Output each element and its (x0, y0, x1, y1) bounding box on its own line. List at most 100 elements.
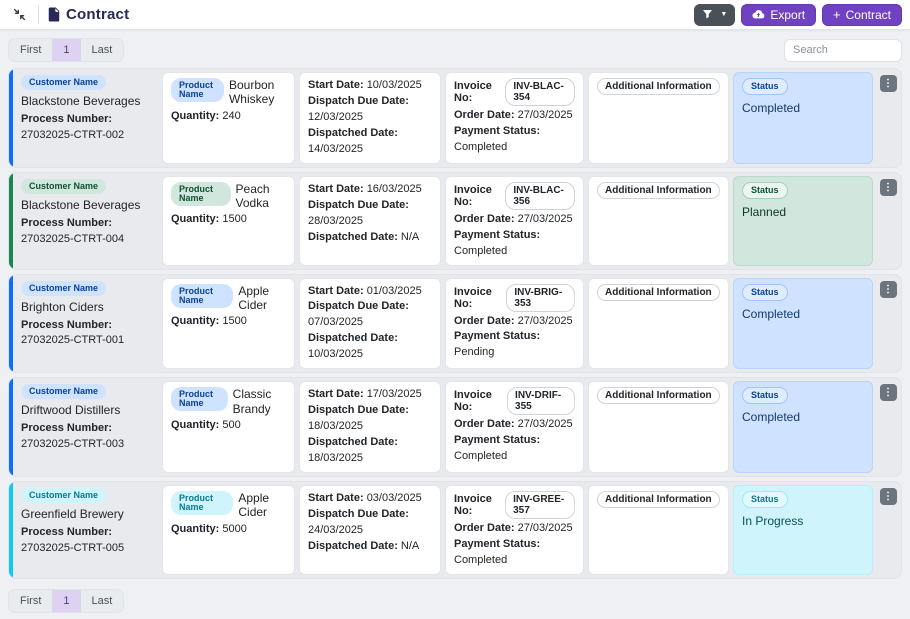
contract-row: Customer Name Blackstone Beverages Proce… (8, 68, 902, 168)
contract-row: Customer Name Driftwood Distillers Proce… (8, 377, 902, 477)
payment-status-label: Payment Status: (454, 537, 541, 550)
quantity-line: Quantity: 5000 (171, 522, 286, 538)
additional-info-card: Additional Information (588, 277, 729, 370)
contract-row: Customer Name Brighton Ciders Process Nu… (8, 273, 902, 374)
pagination-first-button[interactable]: First (9, 590, 52, 612)
product-card: Product Name Peach Vodka Quantity: 1500 (162, 175, 295, 266)
invoice-number-pill: INV-BRIG-353 (506, 283, 575, 312)
quantity-label: Quantity: (171, 109, 220, 122)
product-name: Apple Cider (238, 283, 270, 312)
product-name-badge: Product Name (171, 283, 234, 308)
additional-info-badge: Additional Information (597, 181, 720, 199)
row-menu-button[interactable]: ⋮ (879, 280, 897, 298)
collapse-sidebar-button[interactable] (8, 4, 30, 26)
customer-section: Customer Name Blackstone Beverages Proce… (13, 173, 160, 269)
additional-info-badge: Additional Information (597, 387, 720, 405)
search-input[interactable] (784, 38, 902, 62)
payment-status-label: Payment Status: (454, 124, 541, 137)
process-number-value: 27032025-CTRT-003 (21, 438, 125, 451)
dispatched-date-value: 18/03/2025 (308, 451, 364, 464)
process-number-label: Process Number: (21, 318, 113, 331)
dates-card: Start Date: 10/03/2025 Dispatch Due Date… (299, 72, 441, 164)
start-date-value: 03/03/2025 (366, 491, 422, 504)
kebab-icon: ⋮ (883, 283, 893, 295)
quantity-line: Quantity: 240 (171, 109, 286, 125)
status-card: Status Planned (733, 175, 873, 266)
invoice-card: Invoice No: INV-BRIG-353 Order Date: 27/… (445, 277, 584, 370)
row-menu-button[interactable]: ⋮ (879, 178, 897, 196)
order-date-value: 27/03/2025 (517, 109, 573, 121)
contract-list: Customer Name Blackstone Beverages Proce… (0, 68, 910, 579)
export-button[interactable]: Export (741, 3, 817, 26)
quantity-label: Quantity: (171, 315, 220, 328)
status-badge: Status (742, 387, 788, 405)
row-menu-button[interactable]: ⋮ (879, 487, 897, 505)
additional-info-badge: Additional Information (597, 490, 720, 508)
start-date-value: 17/03/2025 (366, 388, 422, 401)
dispatched-date-label: Dispatched Date: (308, 230, 398, 243)
caret-down-icon: ▼ (720, 11, 728, 18)
invoice-number-pill: INV-BLAC-354 (505, 78, 575, 106)
plus-icon: + (833, 7, 841, 22)
payment-status-value: Completed (454, 140, 508, 153)
customer-section: Customer Name Blackstone Beverages Proce… (13, 69, 160, 167)
customer-name: Brighton Ciders (21, 299, 104, 314)
process-number-value: 27032025-CTRT-002 (21, 128, 125, 141)
add-contract-button[interactable]: + Contract (822, 3, 902, 26)
start-date-value: 16/03/2025 (366, 182, 422, 195)
pagination-last-button[interactable]: Last (81, 590, 124, 612)
additional-info-card: Additional Information (588, 175, 729, 266)
row-menu-button[interactable]: ⋮ (879, 75, 897, 92)
dispatched-date-value: N/A (400, 230, 420, 243)
product-name: Peach Vodka (235, 181, 270, 211)
invoice-number-pill: INV-BLAC-356 (505, 181, 575, 210)
contract-document-icon (47, 7, 61, 22)
filter-dropdown-button[interactable]: ▼ (694, 3, 736, 26)
page-title: Contract (66, 6, 130, 23)
pagination-last-button[interactable]: Last (81, 39, 124, 61)
product-card: Product Name Classic Brandy Quantity: 50… (162, 381, 295, 473)
status-value: Planned (742, 204, 787, 219)
dispatch-due-date-value: 24/03/2025 (308, 523, 364, 536)
status-card: Status Completed (733, 277, 873, 370)
kebab-icon: ⋮ (883, 490, 893, 502)
quantity-line: Quantity: 500 (171, 418, 286, 434)
process-number-label: Process Number: (21, 113, 113, 125)
dispatch-due-date-label: Dispatch Due Date: (308, 507, 409, 520)
quantity-value: 5000 (222, 522, 247, 535)
customer-section: Customer Name Driftwood Distillers Proce… (13, 378, 160, 476)
order-date-label: Order Date: (454, 314, 515, 327)
dispatched-date-label: Dispatched Date: (308, 332, 398, 345)
start-date-value: 10/03/2025 (366, 79, 422, 91)
row-menu-button[interactable]: ⋮ (879, 384, 897, 402)
quantity-label: Quantity: (171, 213, 220, 226)
dates-card: Start Date: 16/03/2025 Dispatch Due Date… (299, 175, 441, 266)
product-name: Apple Cider (238, 490, 270, 520)
quantity-value: 240 (222, 109, 241, 122)
invoice-no-label: Invoice No: (454, 80, 492, 104)
payment-status-label: Payment Status: (454, 228, 541, 241)
pagination-page-1-button[interactable]: 1 (52, 589, 81, 612)
payment-status-label: Payment Status: (454, 330, 541, 343)
arrows-contract-icon (13, 8, 26, 21)
status-color-stripe (9, 172, 13, 269)
process-number-label: Process Number: (21, 216, 113, 229)
customer-name-badge: Customer Name (21, 487, 107, 503)
dispatch-due-date-value: 07/03/2025 (308, 316, 364, 329)
dispatch-due-date-value: 12/03/2025 (308, 110, 364, 123)
status-badge: Status (742, 283, 788, 301)
dispatch-due-date-label: Dispatch Due Date: (308, 404, 409, 417)
row-actions: ⋮ (875, 275, 901, 373)
dispatched-date-label: Dispatched Date: (308, 539, 398, 552)
invoice-number-pill: INV-DRIF-355 (507, 387, 575, 416)
pagination-page-1-button[interactable]: 1 (52, 39, 81, 61)
additional-info-card: Additional Information (588, 484, 729, 575)
customer-name: Blackstone Beverages (21, 94, 141, 108)
status-value: Completed (742, 410, 801, 425)
dispatch-due-date-value: 18/03/2025 (308, 420, 364, 433)
product-name-badge: Product Name (171, 387, 228, 412)
order-date-label: Order Date: (454, 109, 515, 121)
pagination-first-button[interactable]: First (9, 39, 52, 61)
invoice-no-label: Invoice No: (454, 492, 492, 517)
list-toolbar: First 1 Last (0, 30, 910, 68)
